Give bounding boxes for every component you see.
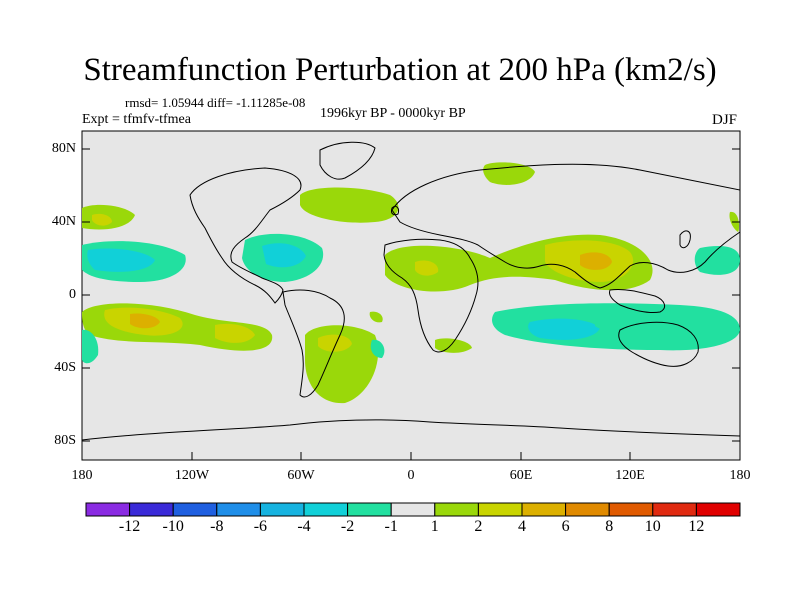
lat-label-80n: 80N — [51, 141, 76, 156]
colorbar-label: 6 — [561, 518, 570, 535]
colorbar-label: 12 — [688, 518, 705, 535]
season-label: DJF — [712, 112, 738, 128]
rmsd-stats: rmsd= 1.05944 diff= -1.11285e-08 — [125, 95, 306, 110]
contour-fills — [82, 162, 740, 404]
colorbar-label: 2 — [474, 518, 483, 535]
colorbar-swatch — [259, 502, 305, 517]
coast-uk — [391, 205, 399, 216]
contour-neg-caribbean-core — [262, 243, 306, 268]
lon-label-60e: 60E — [509, 468, 533, 483]
period-label: 1996kyr BP - 0000kyr BP — [320, 106, 466, 121]
coast-eurasia — [391, 163, 741, 289]
colorbar-label: -1 — [384, 518, 398, 535]
colorbar-swatch — [565, 502, 610, 517]
contour-pos-south-atlantic — [435, 338, 472, 353]
colorbar-swatch — [652, 502, 697, 517]
contour-neg-atlantic — [595, 319, 620, 331]
contour-pos-africa-core — [415, 260, 439, 276]
colorbar-swatch — [172, 502, 218, 517]
contour-pos-north-atlantic — [300, 187, 399, 223]
contour-neg-south-america-east — [370, 339, 385, 358]
colorbar-swatch — [390, 502, 436, 517]
colorbar-label: -4 — [297, 518, 311, 535]
coast-japan — [679, 230, 691, 249]
colorbar-swatch — [129, 502, 174, 517]
colorbar-swatch — [477, 502, 523, 517]
colorbar-label: 8 — [605, 518, 614, 535]
contour-neg-north-pacific-core — [87, 248, 155, 272]
contour-pos-west-pacific-core — [92, 213, 112, 226]
lon-label-120w: 120W — [174, 468, 210, 483]
colorbar-swatch — [85, 502, 131, 517]
colorbar-swatch — [695, 502, 741, 517]
lon-label-180w: 180 — [71, 468, 93, 483]
lat-label-0: 0 — [69, 287, 76, 302]
contour-neg-east-edge — [694, 245, 740, 275]
colorbar-swatch — [608, 502, 654, 517]
map-title: Streamfunction Perturbation at 200 hPa (… — [83, 52, 717, 88]
lat-label-80s: 80S — [54, 433, 76, 448]
colorbar-label: -6 — [253, 518, 268, 535]
coast-north-america — [189, 167, 302, 304]
contour-neg-indian-core — [528, 318, 600, 340]
colorbar-label: 10 — [644, 518, 661, 535]
map-ticks — [81, 148, 741, 460]
map-background — [81, 130, 741, 461]
lon-label-60w: 60W — [287, 468, 315, 483]
coast-australia — [618, 321, 699, 367]
colorbar-label: -12 — [118, 518, 141, 535]
colorbar-swatch — [521, 502, 567, 517]
colorbar-label: 1 — [430, 518, 439, 535]
coast-greenland — [319, 141, 376, 180]
lat-label-40n: 40N — [51, 214, 76, 229]
colorbar-swatch — [434, 502, 479, 517]
coast-antarctica — [81, 419, 741, 441]
lon-label-0: 0 — [407, 468, 415, 483]
contour-neg-east-pacific-south — [82, 329, 99, 364]
contour-pos-asia-peak — [580, 252, 612, 270]
colorbar-label: -8 — [210, 518, 224, 535]
colorbar-swatch — [303, 502, 349, 517]
colorbar-swatch — [216, 502, 261, 517]
contour-pos-south-pacific-peak — [130, 313, 160, 329]
lat-label-40s: 40S — [54, 360, 76, 375]
coast-africa — [383, 238, 479, 353]
contour-pos-south-atlantic-small — [369, 311, 383, 323]
coast-southeast-asia — [609, 289, 666, 313]
contour-pos-south-pacific-east — [215, 323, 255, 343]
experiment-label: Expt = tfmfv-tfmea — [82, 112, 191, 127]
lon-label-120e: 120E — [615, 468, 645, 483]
contour-pos-south-america-core — [318, 334, 352, 352]
colorbar-swatch — [347, 502, 392, 517]
lon-label-180e: 180 — [729, 468, 751, 483]
coast-south-america — [282, 289, 345, 398]
colorbar-label: 4 — [518, 518, 526, 535]
coastlines — [81, 141, 741, 441]
colorbar-label: -10 — [162, 518, 184, 535]
colorbar — [85, 502, 741, 517]
colorbar-label: -2 — [340, 518, 355, 535]
